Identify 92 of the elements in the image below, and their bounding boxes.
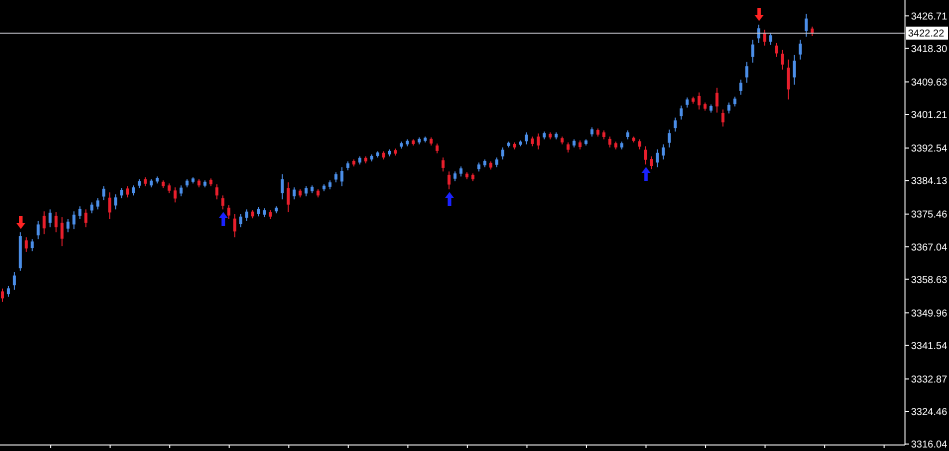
candlestick bbox=[340, 166, 344, 187]
candlestick bbox=[239, 213, 242, 228]
candlestick bbox=[233, 213, 236, 238]
candlestick bbox=[6, 285, 10, 298]
y-tick-label: 3375.46 bbox=[911, 210, 948, 221]
candlestick bbox=[715, 87, 718, 114]
candlestick bbox=[698, 92, 701, 110]
candlestick bbox=[442, 156, 445, 172]
candlestick bbox=[656, 148, 659, 168]
candlestick bbox=[680, 105, 683, 120]
candlestick bbox=[120, 188, 124, 199]
candlestick bbox=[24, 236, 28, 252]
candlestick bbox=[739, 79, 742, 96]
candlestick bbox=[638, 138, 642, 150]
y-tick-label: 3316.04 bbox=[911, 440, 948, 451]
candlestick bbox=[804, 13, 808, 38]
candlestick bbox=[686, 97, 689, 108]
candlestick bbox=[286, 182, 290, 213]
candlestick bbox=[126, 186, 130, 198]
candlestick bbox=[590, 126, 594, 138]
candlestick bbox=[459, 166, 462, 177]
candlestick bbox=[60, 216, 64, 247]
candlestick bbox=[454, 170, 456, 182]
candlestick bbox=[745, 61, 748, 84]
y-tick-label: 3349.96 bbox=[911, 308, 948, 320]
candlestick bbox=[566, 142, 570, 153]
candlestick bbox=[763, 29, 766, 46]
candlestick bbox=[168, 182, 171, 194]
y-tick-label: 3384.13 bbox=[911, 176, 948, 188]
y-tick-label: 3418.30 bbox=[911, 44, 948, 55]
candlestick bbox=[12, 272, 16, 290]
candlestick bbox=[36, 220, 40, 240]
y-tick-label: 3341.54 bbox=[911, 340, 948, 352]
candlestick bbox=[90, 202, 94, 214]
candlestick bbox=[650, 156, 653, 170]
y-tick-label: 3367.04 bbox=[911, 242, 948, 254]
candlestick bbox=[42, 210, 46, 235]
candlestick bbox=[757, 24, 760, 44]
y-tick-label: 3401.21 bbox=[911, 110, 948, 122]
candlestick bbox=[180, 184, 183, 197]
candlestick bbox=[102, 186, 106, 201]
candlestick bbox=[1, 288, 4, 302]
candlestick bbox=[84, 208, 88, 228]
y-tick-label: 3392.54 bbox=[911, 144, 948, 155]
candlestick bbox=[132, 184, 135, 196]
candlestick bbox=[668, 129, 671, 148]
candlestick bbox=[495, 156, 498, 168]
candlestick bbox=[221, 194, 224, 210]
candlestick bbox=[769, 32, 772, 46]
candlestick bbox=[727, 102, 730, 114]
candlestick bbox=[174, 186, 177, 203]
candlestick bbox=[257, 206, 260, 217]
candlestick bbox=[108, 192, 112, 220]
y-tick-label: 3426.71 bbox=[911, 11, 948, 22]
candlestick bbox=[66, 218, 70, 233]
candlestick bbox=[530, 136, 534, 147]
candlestick bbox=[292, 186, 296, 200]
candlestick bbox=[54, 212, 58, 233]
candlestick bbox=[436, 143, 439, 154]
candlestick bbox=[786, 59, 790, 100]
candlestick bbox=[780, 49, 784, 70]
candlestick bbox=[227, 204, 230, 220]
candlestick bbox=[792, 54, 796, 86]
candlestick bbox=[245, 208, 248, 222]
candlestick bbox=[48, 208, 52, 228]
candlestick bbox=[30, 238, 34, 252]
candlestick bbox=[280, 174, 284, 200]
candlestick bbox=[644, 146, 648, 165]
candlestick bbox=[304, 186, 308, 197]
candlestick bbox=[448, 170, 451, 190]
candlestick bbox=[334, 172, 338, 183]
y-tick-label: 3409.63 bbox=[911, 77, 948, 88]
y-tick-label: 3332.87 bbox=[911, 374, 948, 386]
candlestick bbox=[608, 136, 612, 148]
candlestick bbox=[524, 132, 528, 145]
candlestick bbox=[775, 42, 778, 58]
candlestick bbox=[662, 144, 665, 160]
candlestick bbox=[72, 210, 76, 230]
candlestick bbox=[96, 198, 100, 210]
candlestick bbox=[501, 146, 504, 160]
y-tick-label: 3324.46 bbox=[911, 407, 948, 418]
candlestick bbox=[536, 133, 540, 150]
candlestick bbox=[721, 109, 724, 128]
candlestick bbox=[78, 206, 82, 220]
ref-line-label: 3422.22 bbox=[908, 28, 945, 40]
candlestick bbox=[751, 39, 754, 64]
candlestick bbox=[114, 194, 118, 210]
candlestick bbox=[215, 184, 218, 200]
y-tick-label: 3358.63 bbox=[911, 274, 948, 286]
candlestick bbox=[733, 96, 736, 107]
candlestick bbox=[674, 117, 677, 132]
candlestick bbox=[798, 39, 802, 60]
